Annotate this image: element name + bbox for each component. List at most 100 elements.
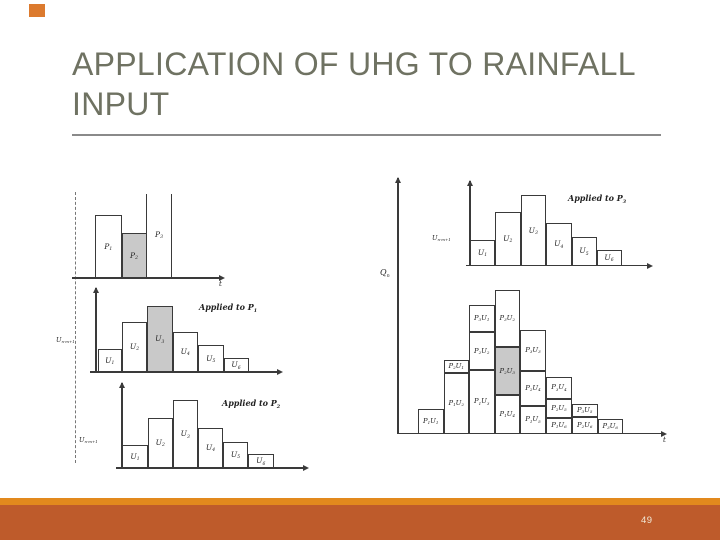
axis-t-label: t bbox=[219, 280, 222, 288]
bar-label: U4 bbox=[180, 347, 190, 358]
bar-label: P2 bbox=[130, 250, 138, 262]
axis-line bbox=[121, 383, 123, 469]
theme-accent-square bbox=[29, 4, 45, 17]
histogram-bar: U3 bbox=[520, 195, 546, 266]
bar-label: P3U1 bbox=[473, 314, 490, 323]
stack-segment: P2U5 bbox=[546, 398, 572, 418]
histogram-bar: U4 bbox=[198, 427, 223, 468]
bar-label: P3 bbox=[155, 230, 163, 241]
arrowhead bbox=[119, 382, 125, 388]
histogram-bar: U1 bbox=[97, 349, 122, 372]
stack-segment: P2U1 bbox=[443, 360, 469, 373]
stack-segment: P3U3 bbox=[520, 330, 546, 371]
bar-label: P3U5 bbox=[576, 405, 593, 415]
bar-label: U1 bbox=[477, 248, 488, 259]
stack-segment: P3U6 bbox=[597, 418, 623, 434]
stack-segment: P3U2 bbox=[494, 290, 520, 347]
bar-label: P1U3 bbox=[473, 397, 490, 406]
bar-label: P2U6 bbox=[576, 420, 593, 430]
histogram-bar: U6 bbox=[223, 358, 249, 372]
axis-line bbox=[95, 288, 97, 373]
bar-label: U3 bbox=[155, 334, 165, 345]
bar-label: U3 bbox=[528, 225, 538, 236]
bar-label: U1 bbox=[130, 451, 140, 463]
stack-segment: P3U4 bbox=[546, 377, 572, 399]
histogram-bar: U6 bbox=[596, 250, 622, 266]
ordinate-label: Un-m+1 bbox=[56, 336, 75, 345]
stack-segment: P3U1 bbox=[469, 305, 495, 332]
bar-label: U2 bbox=[129, 342, 140, 353]
bar-label: P2U5 bbox=[551, 403, 567, 412]
bar-label: U5 bbox=[579, 246, 589, 257]
histogram-bar: U5 bbox=[571, 236, 597, 266]
histogram-bar: U2 bbox=[495, 211, 521, 266]
y-axis-label: Qn bbox=[380, 268, 390, 279]
bar-label: P1U5 bbox=[525, 415, 541, 424]
arrowhead bbox=[277, 369, 283, 375]
histogram-bar: U3 bbox=[147, 306, 173, 372]
page-number: 49 bbox=[641, 515, 653, 526]
histogram-bar: U5 bbox=[223, 441, 248, 468]
bar-label: P3U3 bbox=[525, 346, 541, 355]
arrowhead bbox=[303, 465, 309, 471]
stack-segment: P1U3 bbox=[469, 370, 495, 434]
histogram-bar: U5 bbox=[198, 345, 224, 372]
histogram-bar: U2 bbox=[122, 321, 147, 372]
bar-label: P1U6 bbox=[551, 421, 567, 430]
footer-bar bbox=[0, 505, 720, 540]
arrowhead bbox=[93, 287, 99, 293]
bar-label: U1 bbox=[105, 355, 115, 367]
bar-label: P2U4 bbox=[525, 384, 541, 393]
histogram-bar: U1 bbox=[470, 240, 495, 266]
histogram-bar: U1 bbox=[122, 445, 148, 468]
ordinate-label: Un-m+1 bbox=[432, 234, 451, 243]
slide-title: APPLICATION OF UHG TO RAINFALL INPUT bbox=[72, 44, 692, 124]
arrowhead bbox=[661, 430, 667, 437]
bar-label: U4 bbox=[554, 239, 564, 250]
stack-segment: P1U6 bbox=[546, 417, 572, 434]
bar-label: P2U3 bbox=[499, 366, 516, 375]
arrowhead bbox=[219, 275, 225, 281]
bar-label: U2 bbox=[503, 233, 513, 245]
bar-label: P1U1 bbox=[422, 416, 439, 425]
axis-line bbox=[170, 194, 173, 278]
bar-label: P3U2 bbox=[499, 314, 516, 323]
stack-segment: P2U6 bbox=[572, 417, 598, 434]
histogram-bar: P2 bbox=[121, 233, 147, 278]
bar-label: P2U2 bbox=[473, 346, 490, 355]
axis-line bbox=[469, 181, 471, 266]
histogram-bar: U2 bbox=[148, 417, 173, 468]
title-underline bbox=[72, 134, 661, 136]
footer-accent-strip bbox=[0, 498, 720, 505]
stack-segment: P2U4 bbox=[520, 371, 546, 406]
bar-label: P1 bbox=[104, 241, 113, 253]
chart-annotation: Applied to P3 bbox=[568, 193, 627, 205]
ordinate-label: Un-m+1 bbox=[79, 436, 98, 445]
histogram-bar: U4 bbox=[546, 222, 572, 266]
bar-label: U6 bbox=[231, 360, 241, 371]
stack-segment: P2U3 bbox=[494, 347, 520, 395]
chart-annotation: Applied to P1 bbox=[199, 302, 258, 314]
stack-segment: P3U5 bbox=[572, 403, 598, 417]
bar-label: U2 bbox=[155, 438, 165, 449]
histogram-bar: U6 bbox=[248, 454, 274, 468]
title-line-2: INPUT bbox=[72, 86, 170, 122]
bar-label: P1U4 bbox=[499, 409, 516, 419]
histogram-bar: U4 bbox=[172, 331, 198, 372]
bar-label: U6 bbox=[256, 456, 266, 467]
histogram-bar: P1 bbox=[95, 215, 122, 278]
bar-label: U6 bbox=[604, 253, 614, 264]
stack-segment: P2U2 bbox=[469, 332, 495, 370]
bar-label: U3 bbox=[180, 429, 190, 440]
bar-label: U5 bbox=[206, 353, 216, 365]
axis-line bbox=[145, 194, 148, 278]
stack-segment: P1U2 bbox=[443, 373, 469, 434]
bar-label: P2U1 bbox=[448, 362, 465, 371]
histogram-bar: U3 bbox=[172, 400, 198, 468]
arrowhead bbox=[647, 262, 653, 269]
stack-segment: P1U1 bbox=[418, 408, 444, 434]
axis-t-label: t bbox=[663, 436, 666, 444]
bar-label: P3U6 bbox=[602, 421, 619, 430]
